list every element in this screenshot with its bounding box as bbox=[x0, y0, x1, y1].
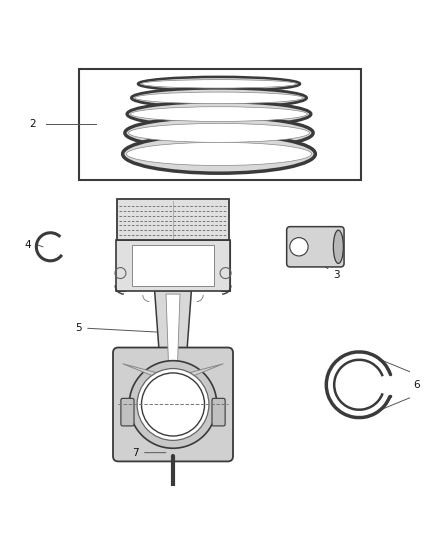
Ellipse shape bbox=[131, 88, 307, 108]
Polygon shape bbox=[123, 364, 161, 379]
Ellipse shape bbox=[129, 124, 309, 142]
Text: 1: 1 bbox=[115, 253, 153, 263]
Ellipse shape bbox=[131, 107, 307, 122]
Circle shape bbox=[129, 361, 217, 448]
Bar bbox=[117, 199, 229, 240]
Circle shape bbox=[137, 368, 209, 440]
Ellipse shape bbox=[123, 135, 315, 173]
Polygon shape bbox=[185, 364, 223, 379]
Text: 6: 6 bbox=[413, 379, 420, 390]
Ellipse shape bbox=[141, 79, 297, 88]
Text: 2: 2 bbox=[29, 119, 36, 129]
Circle shape bbox=[290, 238, 308, 256]
Polygon shape bbox=[155, 290, 191, 374]
FancyBboxPatch shape bbox=[121, 398, 134, 426]
FancyBboxPatch shape bbox=[166, 491, 180, 502]
Polygon shape bbox=[166, 294, 180, 370]
Ellipse shape bbox=[135, 92, 303, 103]
Circle shape bbox=[141, 373, 205, 436]
Ellipse shape bbox=[127, 102, 311, 126]
Bar bbox=[132, 246, 214, 286]
FancyBboxPatch shape bbox=[113, 348, 233, 462]
Bar bbox=[116, 240, 125, 290]
Bar bbox=[221, 240, 230, 290]
Text: 3: 3 bbox=[322, 264, 339, 280]
Ellipse shape bbox=[127, 142, 311, 166]
FancyBboxPatch shape bbox=[212, 398, 225, 426]
Bar bbox=[79, 69, 361, 180]
Text: 5: 5 bbox=[75, 323, 157, 333]
FancyBboxPatch shape bbox=[286, 227, 344, 267]
Ellipse shape bbox=[138, 77, 300, 91]
Text: 7: 7 bbox=[132, 448, 166, 458]
Ellipse shape bbox=[333, 230, 343, 263]
Bar bbox=[116, 240, 230, 290]
Text: 4: 4 bbox=[24, 240, 31, 249]
Ellipse shape bbox=[125, 117, 313, 149]
